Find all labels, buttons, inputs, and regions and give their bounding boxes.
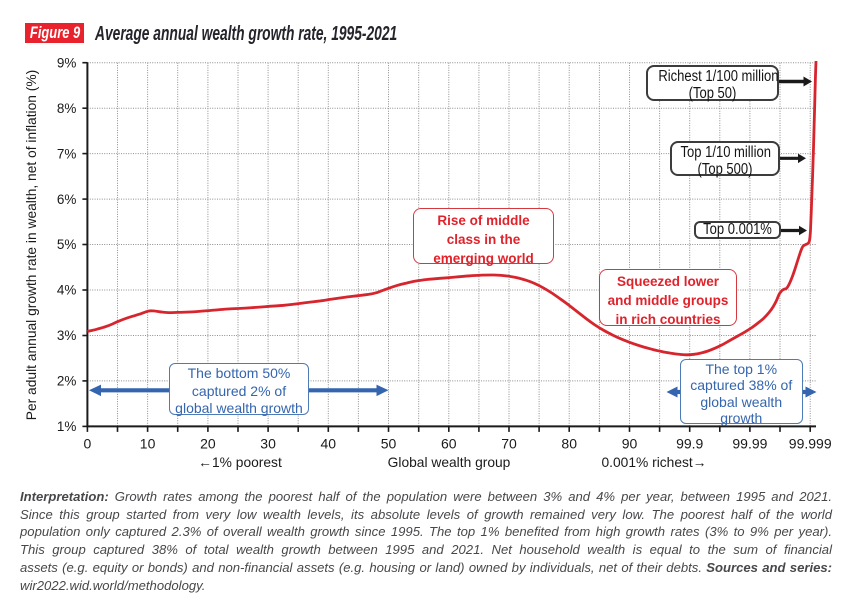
svg-text:20: 20 bbox=[200, 436, 216, 452]
svg-text:0: 0 bbox=[84, 436, 92, 452]
svg-text:8%: 8% bbox=[57, 101, 77, 116]
svg-text:50: 50 bbox=[381, 436, 397, 452]
svg-text:2%: 2% bbox=[57, 374, 77, 389]
svg-text:Per adult annual growth rate i: Per adult annual growth rate in wealth, … bbox=[24, 70, 39, 421]
svg-text:9%: 9% bbox=[57, 55, 77, 70]
svg-text:80: 80 bbox=[561, 436, 577, 452]
svg-text:5%: 5% bbox=[57, 237, 77, 252]
svg-text:40: 40 bbox=[321, 436, 337, 452]
svg-text:0.001% richest→: 0.001% richest→ bbox=[601, 455, 706, 470]
svg-text:60: 60 bbox=[441, 436, 457, 452]
svg-text:6%: 6% bbox=[57, 192, 77, 207]
svg-text:30: 30 bbox=[260, 436, 276, 452]
svg-text:10: 10 bbox=[140, 436, 156, 452]
svg-text:4%: 4% bbox=[57, 283, 77, 298]
svg-text:3%: 3% bbox=[57, 328, 77, 343]
svg-text:70: 70 bbox=[501, 436, 517, 452]
svg-text:←1% poorest: ←1% poorest bbox=[198, 455, 282, 470]
svg-text:99.9: 99.9 bbox=[676, 436, 703, 452]
svg-text:90: 90 bbox=[622, 436, 638, 452]
svg-text:1%: 1% bbox=[57, 419, 77, 434]
svg-text:7%: 7% bbox=[57, 146, 77, 161]
svg-text:Global wealth group: Global wealth group bbox=[388, 455, 511, 470]
svg-text:99.99: 99.99 bbox=[732, 436, 767, 452]
svg-text:99.999: 99.999 bbox=[789, 436, 832, 452]
